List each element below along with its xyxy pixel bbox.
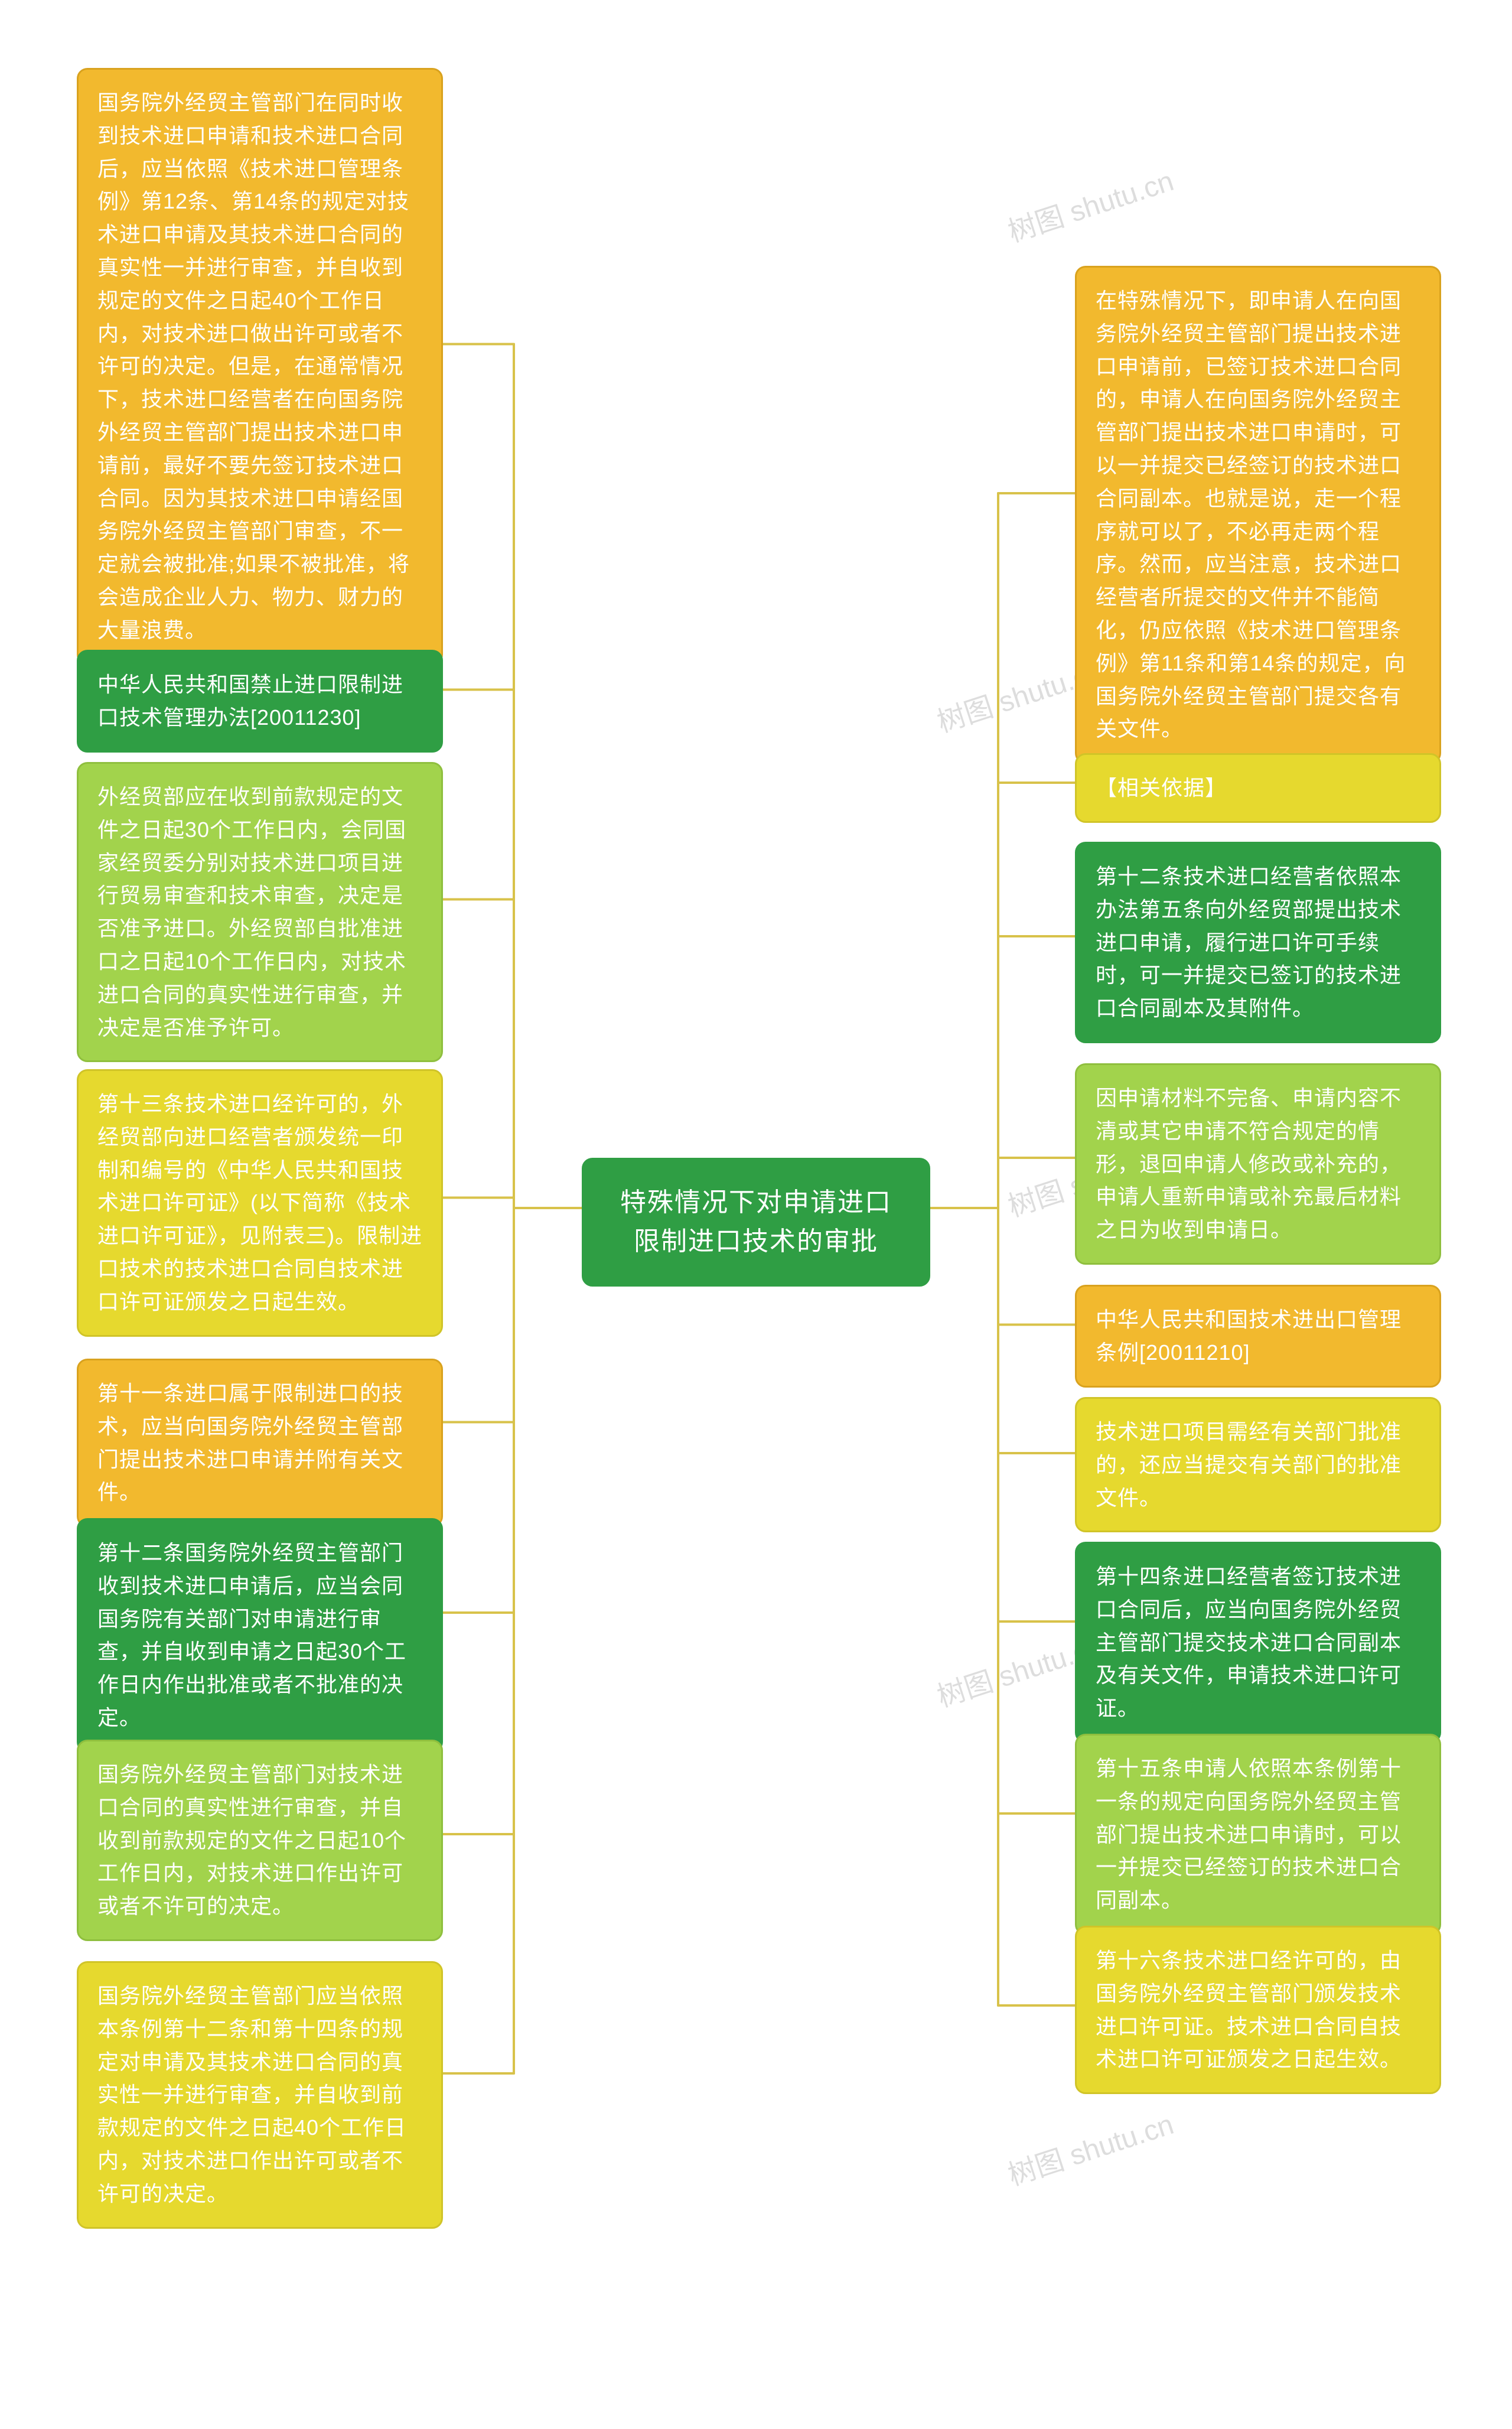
- right-node-text: 因申请材料不完备、申请内容不清或其它申请不符合规定的情形，退回申请人修改或补充的…: [1096, 1086, 1402, 1242]
- right-node: 第十六条技术进口经许可的，由国务院外经贸主管部门颁发技术进口许可证。技术进口合同…: [1075, 1926, 1441, 2094]
- center-node-text: 特殊情况下对申请进口限制进口技术的审批: [620, 1188, 892, 1256]
- left-node: 国务院外经贸主管部门应当依照本条例第十二条和第十四条的规定对申请及其技术进口合同…: [77, 1961, 443, 2229]
- right-node: 第十四条进口经营者签订技术进口合同后，应当向国务院外经贸主管部门提交技术进口合同…: [1075, 1542, 1441, 1743]
- right-node: 第十二条技术进口经营者依照本办法第五条向外经贸部提出技术进口申请，履行进口许可手…: [1075, 842, 1441, 1043]
- left-node: 国务院外经贸主管部门在同时收到技术进口申请和技术进口合同后，应当依照《技术进口管…: [77, 68, 443, 665]
- left-node: 中华人民共和国禁止进口限制进口技术管理办法[20011230]: [77, 650, 443, 753]
- watermark: 树图 shutu.cn: [1002, 2101, 1178, 2193]
- right-node-text: 第十二条技术进口经营者依照本办法第五条向外经贸部提出技术进口申请，履行进口许可手…: [1096, 864, 1402, 1020]
- left-node-text: 国务院外经贸主管部门对技术进口合同的真实性进行审查，并自收到前款规定的文件之日起…: [97, 1762, 406, 1918]
- right-node-text: 中华人民共和国技术进出口管理条例[20011210]: [1096, 1307, 1402, 1365]
- right-node: 【相关依据】: [1075, 753, 1441, 823]
- right-node-text: 在特殊情况下，即申请人在向国务院外经贸主管部门提出技术进口申请前，已签订技术进口…: [1096, 288, 1406, 741]
- left-node-text: 中华人民共和国禁止进口限制进口技术管理办法[20011230]: [97, 672, 403, 730]
- right-node-text: 第十六条技术进口经许可的，由国务院外经贸主管部门颁发技术进口许可证。技术进口合同…: [1096, 1948, 1402, 2071]
- right-node-text: 技术进口项目需经有关部门批准的，还应当提交有关部门的批准文件。: [1096, 1419, 1402, 1510]
- left-node-text: 外经贸部应在收到前款规定的文件之日起30个工作日内，会同国家经贸委分别对技术进口…: [97, 784, 406, 1040]
- right-node: 中华人民共和国技术进出口管理条例[20011210]: [1075, 1285, 1441, 1388]
- right-node: 技术进口项目需经有关部门批准的，还应当提交有关部门的批准文件。: [1075, 1397, 1441, 1532]
- right-node: 在特殊情况下，即申请人在向国务院外经贸主管部门提出技术进口申请前，已签订技术进口…: [1075, 266, 1441, 764]
- left-node: 第十一条进口属于限制进口的技术，应当向国务院外经贸主管部门提出技术进口申请并附有…: [77, 1359, 443, 1527]
- left-node-text: 第十二条国务院外经贸主管部门收到技术进口申请后，应当会同国务院有关部门对申请进行…: [97, 1541, 406, 1730]
- right-node: 因申请材料不完备、申请内容不清或其它申请不符合规定的情形，退回申请人修改或补充的…: [1075, 1063, 1441, 1265]
- right-node-text: 【相关依据】: [1096, 776, 1227, 800]
- left-node: 第十三条技术进口经许可的，外经贸部向进口经营者颁发统一印制和编号的《中华人民共和…: [77, 1069, 443, 1337]
- left-node: 国务院外经贸主管部门对技术进口合同的真实性进行审查，并自收到前款规定的文件之日起…: [77, 1740, 443, 1941]
- right-node: 第十五条申请人依照本条例第十一条的规定向国务院外经贸主管部门提出技术进口申请时，…: [1075, 1734, 1441, 1935]
- watermark: 树图 shutu.cn: [1002, 158, 1178, 250]
- right-node-text: 第十四条进口经营者签订技术进口合同后，应当向国务院外经贸主管部门提交技术进口合同…: [1096, 1564, 1402, 1720]
- left-node-text: 第十三条技术进口经许可的，外经贸部向进口经营者颁发统一印制和编号的《中华人民共和…: [97, 1092, 422, 1314]
- left-node-text: 国务院外经贸主管部门在同时收到技术进口申请和技术进口合同后，应当依照《技术进口管…: [97, 90, 410, 642]
- left-node: 外经贸部应在收到前款规定的文件之日起30个工作日内，会同国家经贸委分别对技术进口…: [77, 762, 443, 1062]
- right-node-text: 第十五条申请人依照本条例第十一条的规定向国务院外经贸主管部门提出技术进口申请时，…: [1096, 1756, 1402, 1912]
- left-node-text: 国务院外经贸主管部门应当依照本条例第十二条和第十四条的规定对申请及其技术进口合同…: [97, 1984, 406, 2206]
- center-node: 特殊情况下对申请进口限制进口技术的审批: [582, 1158, 930, 1287]
- left-node-text: 第十一条进口属于限制进口的技术，应当向国务院外经贸主管部门提出技术进口申请并附有…: [97, 1381, 403, 1504]
- left-node: 第十二条国务院外经贸主管部门收到技术进口申请后，应当会同国务院有关部门对申请进行…: [77, 1518, 443, 1753]
